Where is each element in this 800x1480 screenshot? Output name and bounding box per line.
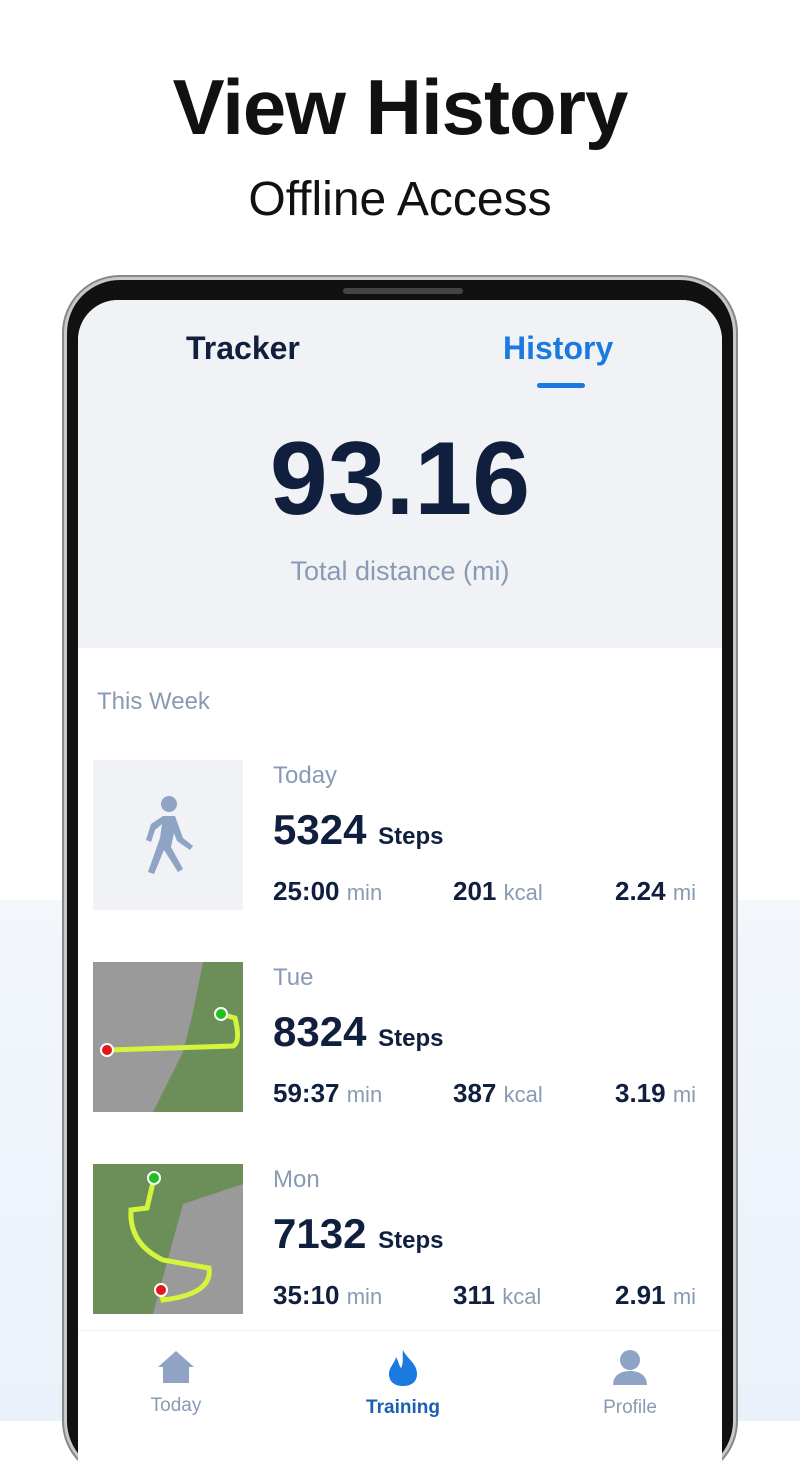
kcal-unit: kcal: [503, 880, 543, 905]
label: Today: [150, 1395, 202, 1416]
bottom-nav: Today Training Profile: [78, 1330, 722, 1480]
total-distance-value: 93.16: [269, 421, 531, 537]
entry-steps: 7132 Steps: [273, 1210, 443, 1258]
history-entry[interactable]: Tue 8324 Steps 59:37 min 387 kcal 3.19 m…: [93, 962, 713, 1112]
entry-time: 59:37 min: [273, 1078, 382, 1109]
kcal: 387: [453, 1078, 497, 1108]
nav-today[interactable]: Today: [116, 1331, 236, 1417]
entry-kcal: 201 kcal: [453, 876, 543, 907]
time: 25:00: [273, 876, 340, 906]
entry-kcal: 311 kcal: [453, 1280, 541, 1311]
steps-unit: Steps: [378, 1025, 444, 1052]
entry-distance: 2.24 mi: [615, 876, 696, 907]
dist: 3.19: [615, 1078, 666, 1108]
steps-unit: Steps: [378, 1227, 444, 1254]
dist: 2.91: [615, 1280, 666, 1310]
app-screen: Tracker History 93.16 Total distance (mi…: [78, 300, 722, 1480]
kcal-unit: kcal: [502, 1284, 542, 1309]
dist-unit: mi: [672, 880, 697, 905]
history-entry[interactable]: Today 5324 Steps 25:00 min 201 kcal 2.24…: [93, 760, 713, 910]
person-icon: [613, 1350, 647, 1385]
time: 59:37: [273, 1078, 340, 1108]
entry-time: 25:00 min: [273, 876, 382, 907]
speaker: [343, 288, 463, 294]
summary-header: Tracker History 93.16 Total distance (mi…: [78, 300, 722, 648]
tab-tracker[interactable]: Tracker: [186, 330, 300, 366]
entry-day: Tue: [273, 964, 314, 991]
promo-subheadline: Offline Access: [248, 173, 552, 226]
entry-steps: 5324 Steps: [273, 806, 443, 854]
entry-distance: 3.19 mi: [615, 1078, 696, 1109]
steps: 5324: [273, 806, 367, 853]
active-tab-indicator: [537, 383, 585, 388]
steps-unit: Steps: [378, 823, 444, 850]
entry-distance: 2.91 mi: [615, 1280, 696, 1311]
steps: 7132: [273, 1210, 367, 1257]
label: Profile: [603, 1397, 657, 1418]
entry-time: 35:10 min: [273, 1280, 382, 1311]
entry-day: Mon: [273, 1166, 320, 1193]
home-icon: [158, 1351, 194, 1383]
tab-history[interactable]: History: [503, 330, 614, 366]
dist-unit: mi: [672, 1284, 697, 1309]
entry-day: Today: [273, 762, 338, 789]
entry-kcal: 387 kcal: [453, 1078, 543, 1109]
kcal-unit: kcal: [503, 1082, 543, 1107]
flame-icon: [389, 1350, 417, 1386]
route-map: [93, 962, 243, 1112]
section-title: This Week: [97, 688, 210, 715]
route-map: [93, 1164, 243, 1314]
time-unit: min: [346, 1082, 383, 1107]
time-unit: min: [346, 1284, 383, 1309]
time-unit: min: [346, 880, 383, 905]
steps: 8324: [273, 1008, 367, 1055]
phone-frame: Tracker History 93.16 Total distance (mi…: [64, 277, 736, 1480]
nav-training[interactable]: Training: [343, 1331, 463, 1419]
dist-unit: mi: [672, 1082, 697, 1107]
total-distance-label: Total distance (mi): [290, 556, 510, 586]
nav-profile[interactable]: Profile: [570, 1331, 690, 1419]
time: 35:10: [273, 1280, 340, 1310]
history-entry[interactable]: Mon 7132 Steps 35:10 min 311 kcal 2.91 m…: [93, 1164, 713, 1314]
promo-headline: View History: [172, 63, 629, 151]
entry-steps: 8324 Steps: [273, 1008, 443, 1056]
kcal: 311: [453, 1280, 495, 1310]
kcal: 201: [453, 876, 497, 906]
label: Training: [366, 1397, 440, 1418]
walking-icon: [93, 760, 243, 910]
dist: 2.24: [615, 876, 666, 906]
